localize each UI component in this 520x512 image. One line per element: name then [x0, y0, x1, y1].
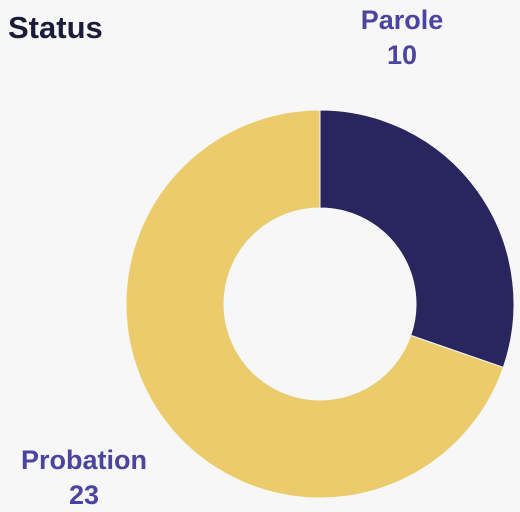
slice-value: 23	[69, 480, 99, 510]
slice-value: 10	[387, 40, 417, 70]
donut-slice	[125, 109, 504, 499]
slice-label: Probation	[21, 445, 147, 475]
chart-title: Status	[8, 10, 103, 45]
slice-label: Parole	[361, 5, 444, 35]
donut-slice	[319, 109, 515, 369]
